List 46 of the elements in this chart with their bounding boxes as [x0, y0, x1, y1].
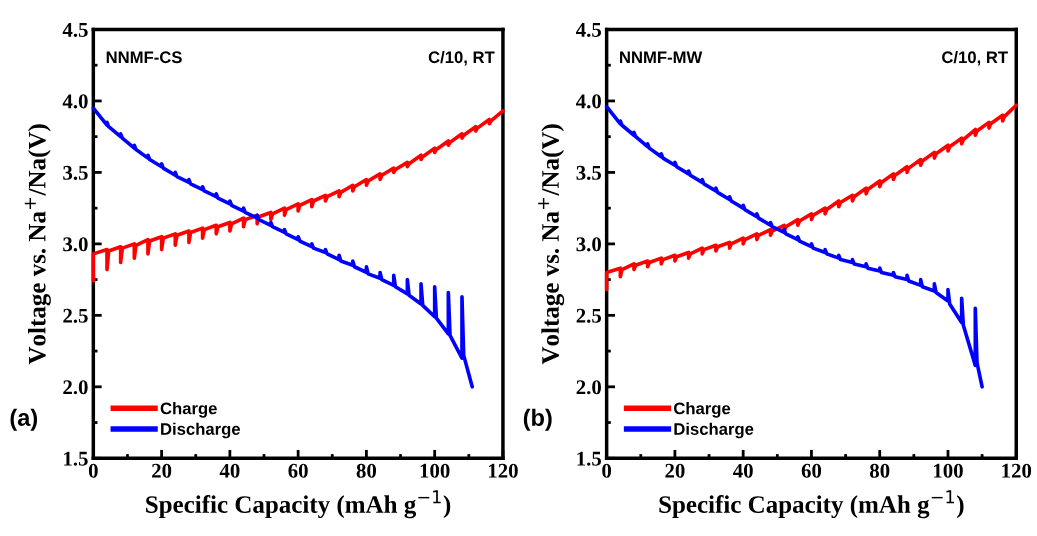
- y-tick-label: 2.0: [576, 380, 601, 395]
- legend-label: Discharge: [674, 422, 754, 439]
- y-tick-label: 4.5: [576, 22, 602, 37]
- y-axis-title: Voltage vs. Na$^{+}$/Na(V): [538, 124, 565, 365]
- legend-label: Charge: [674, 402, 731, 418]
- line-series: [604, 104, 984, 389]
- y-tick-label: 4.0: [576, 94, 601, 109]
- x-tick-label: 100: [934, 463, 963, 478]
- line-series: [91, 106, 475, 389]
- line-series: [91, 109, 505, 283]
- y-tick-label: 3.5: [63, 165, 88, 180]
- y-axis-title: Voltage vs. Na$^{+}$/Na(V): [24, 124, 51, 365]
- x-tick-label: 80: [356, 463, 377, 478]
- y-tick-label: 1.5: [64, 451, 88, 466]
- y-tick-label: 2.5: [63, 308, 88, 323]
- annotation: NNMF-MW: [620, 51, 703, 63]
- x-tick-label: 120: [1002, 463, 1032, 478]
- annotation: C/10, RT: [942, 50, 1008, 66]
- legend-label: Discharge: [161, 422, 241, 439]
- x-axis-title: Specific Capacity (mAh g$^{−1}$): [659, 490, 964, 519]
- x-tick-label: 60: [801, 463, 822, 478]
- legend-label: Charge: [160, 402, 217, 418]
- x-tick-label: 100: [420, 463, 450, 478]
- x-tick-label: 0: [602, 463, 612, 478]
- y-tick-label: 1.5: [577, 451, 602, 466]
- y-tick-label: 4.5: [62, 22, 88, 37]
- x-tick-label: 0: [88, 463, 98, 478]
- text: (b): [523, 408, 552, 431]
- text: (a): [10, 408, 38, 431]
- x-axis-title: Specific Capacity (mAh g$^{−1}$): [146, 490, 451, 519]
- x-tick-label: 60: [288, 463, 308, 478]
- y-tick-label: 3.0: [576, 237, 601, 252]
- line-series: [604, 103, 1019, 292]
- x-tick-label: 120: [488, 463, 518, 478]
- y-tick-label: 4.0: [62, 94, 88, 109]
- x-tick-label: 80: [870, 463, 890, 478]
- x-tick-label: 40: [733, 463, 753, 478]
- y-tick-label: 2.0: [63, 380, 88, 395]
- x-tick-label: 20: [152, 463, 172, 478]
- annotation: C/10, RT: [428, 50, 495, 66]
- y-tick-label: 2.5: [576, 308, 602, 323]
- x-tick-label: 20: [665, 463, 685, 478]
- annotation: NNMF-CS: [106, 51, 182, 64]
- y-tick-label: 3.0: [63, 237, 88, 252]
- x-tick-label: 40: [219, 463, 240, 478]
- y-tick-label: 3.5: [576, 165, 602, 180]
